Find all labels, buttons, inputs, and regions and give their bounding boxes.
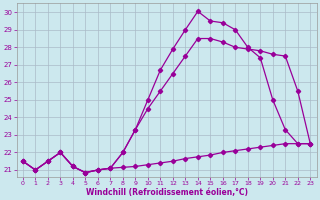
X-axis label: Windchill (Refroidissement éolien,°C): Windchill (Refroidissement éolien,°C) bbox=[85, 188, 248, 197]
